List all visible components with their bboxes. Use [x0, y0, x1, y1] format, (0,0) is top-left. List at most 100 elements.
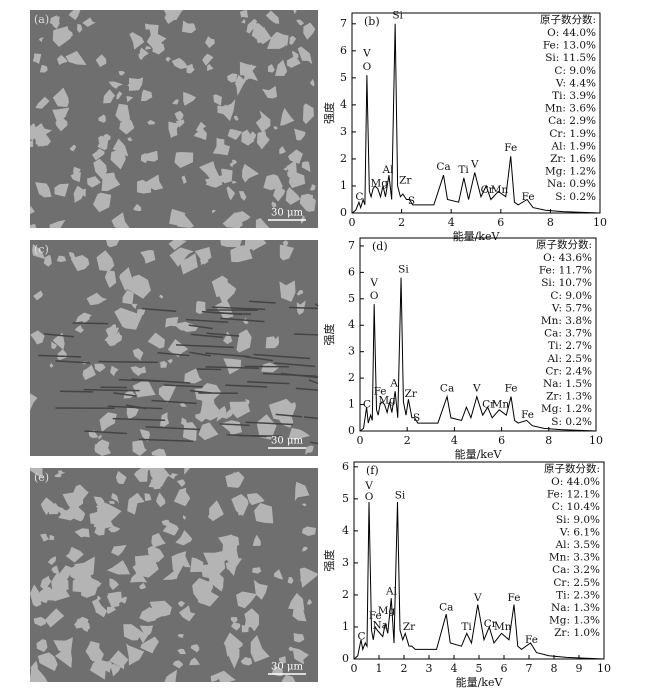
composition-item: Al: 1.9%: [551, 140, 597, 152]
grain: [52, 332, 65, 350]
grain: [74, 528, 90, 538]
grain: [79, 313, 91, 325]
grain: [142, 468, 151, 472]
grain: [32, 244, 46, 260]
grain: [229, 401, 251, 419]
grain: [165, 56, 172, 62]
composition-item: Fe: 12.1%: [547, 489, 600, 501]
lamella: [98, 360, 158, 364]
grain: [52, 107, 70, 123]
grain: [30, 468, 43, 479]
peak-label: Fe: [504, 142, 517, 154]
x-tick-label: 9: [576, 662, 583, 675]
grain: [148, 468, 169, 489]
y-tick-label: 5: [348, 292, 355, 305]
x-tick-label: 6: [501, 662, 508, 675]
composition-title: 原子数分数:: [540, 13, 596, 26]
grain: [130, 571, 148, 583]
grain: [108, 501, 115, 505]
grain: [103, 89, 116, 104]
grain: [226, 186, 236, 201]
lamella: [151, 399, 197, 405]
lamella: [220, 317, 265, 323]
composition-item: Ti: 2.7%: [548, 340, 592, 352]
composition-item: Fe: 11.7%: [539, 265, 592, 277]
grain: [290, 401, 297, 409]
grain: [49, 535, 55, 541]
grain: [184, 368, 203, 384]
x-tick-label: 0: [357, 434, 364, 447]
grain: [196, 579, 214, 597]
grain: [172, 660, 184, 669]
grain: [252, 534, 261, 546]
peak-label: Al: [381, 164, 394, 176]
grain: [108, 663, 121, 677]
peak-label: C: [357, 631, 365, 643]
grain: [109, 578, 119, 591]
grain: [255, 217, 270, 228]
peak-label: Cr: [484, 618, 498, 630]
grain: [288, 427, 311, 440]
grain: [271, 201, 277, 208]
peak-label: V: [364, 480, 373, 492]
grain: [102, 133, 111, 141]
grain: [181, 175, 187, 185]
grain: [116, 91, 123, 100]
grain: [161, 519, 170, 527]
grain: [96, 250, 115, 272]
y-tick-label: 5: [342, 492, 349, 505]
grain: [176, 253, 198, 275]
x-tick-label: 3: [426, 662, 433, 675]
grain: [183, 91, 197, 106]
grain: [293, 10, 297, 15]
grain: [140, 249, 156, 264]
grain: [106, 560, 131, 575]
grain: [267, 64, 275, 73]
grain: [78, 577, 100, 599]
peak-label: Mg: [371, 177, 389, 189]
grain: [134, 554, 158, 571]
grain: [156, 492, 166, 508]
composition-item: Zr: 1.3%: [546, 391, 592, 403]
composition-item: S: 0.2%: [555, 191, 596, 203]
peak-label: Fe: [374, 385, 387, 397]
grain: [168, 126, 178, 138]
grain: [286, 55, 301, 68]
grain: [246, 18, 258, 34]
grain: [216, 405, 228, 422]
x-tick-label: 10: [589, 434, 603, 447]
grain: [250, 634, 270, 663]
grain: [30, 330, 45, 345]
y-tick-label: 6: [348, 265, 355, 278]
peak-label: Al: [385, 586, 398, 598]
grain: [30, 393, 38, 411]
lamella: [304, 416, 319, 420]
grain: [101, 661, 112, 673]
grain: [302, 503, 307, 507]
grain: [286, 160, 297, 179]
spectrum-line: [359, 277, 597, 432]
grain: [223, 331, 233, 345]
grain: [140, 89, 153, 102]
grain: [120, 596, 127, 604]
lamella: [185, 318, 229, 323]
grain: [167, 339, 189, 358]
lamella: [225, 384, 268, 388]
y-tick-label: 4: [340, 98, 347, 111]
grain: [151, 448, 167, 456]
composition-item: V: 4.4%: [555, 77, 596, 89]
spectrum-line: [351, 23, 601, 214]
composition-item: Mn: 3.3%: [549, 552, 600, 564]
grain: [278, 415, 291, 426]
composition-item: Cr: 1.9%: [549, 128, 596, 140]
grain: [288, 646, 294, 652]
grain: [69, 144, 77, 152]
grain: [165, 316, 179, 328]
grain: [54, 183, 69, 197]
grain: [296, 19, 304, 26]
composition-item: O: 44.0%: [547, 27, 596, 39]
grain: [95, 604, 108, 618]
peak-label: Ca: [436, 161, 450, 173]
grain: [265, 10, 280, 24]
grain: [65, 546, 84, 563]
